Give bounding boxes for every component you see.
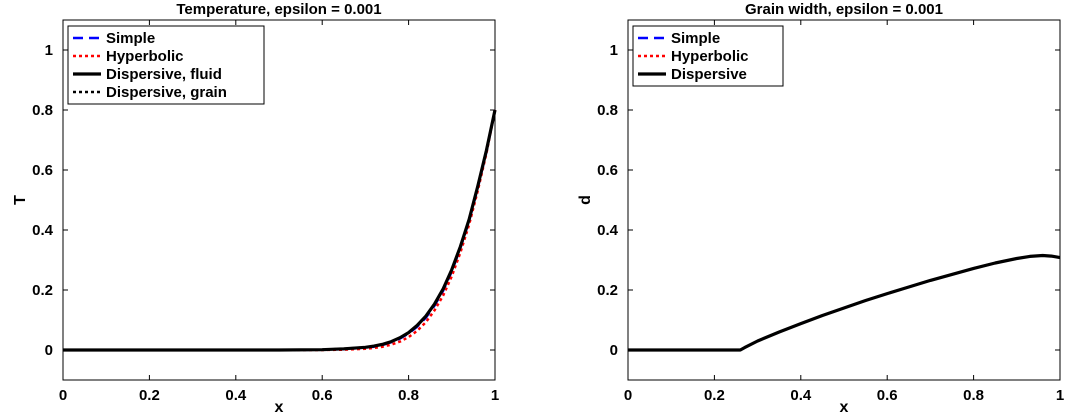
x-tick-label: 0.2 bbox=[704, 387, 725, 404]
x-tick-label: 0.8 bbox=[963, 387, 984, 404]
y-tick-label: 0.8 bbox=[597, 102, 618, 119]
chart-title: Grain width, epsilon = 0.001 bbox=[745, 1, 943, 18]
chart-panel-2: Grain width, epsilon = 0.001 0 0.2 0.4 0.6 0.… bbox=[577, 1, 1064, 413]
legend-label: Simple bbox=[106, 30, 155, 47]
x-axis-label: x bbox=[840, 399, 849, 413]
series-line-2 bbox=[628, 254, 1061, 352]
x-tick-label: 1 bbox=[1056, 387, 1064, 404]
y-tick-label: 1 bbox=[610, 42, 618, 59]
y-tick-label: 0.4 bbox=[32, 222, 54, 239]
x-tick-label: 1 bbox=[491, 387, 499, 404]
plot-area-frame bbox=[627, 19, 1061, 381]
y-tick-label: 0 bbox=[610, 342, 618, 359]
y-tick-label: 0.8 bbox=[32, 102, 53, 119]
y-tick-label: 0.2 bbox=[32, 282, 53, 299]
legend-label: Dispersive bbox=[671, 66, 747, 83]
series-line-2 bbox=[63, 109, 497, 352]
x-tick-label: 0 bbox=[624, 387, 632, 404]
x-axis-label: x bbox=[275, 399, 284, 413]
x-tick-label: 0.6 bbox=[312, 387, 333, 404]
legend-label: Hyperbolic bbox=[106, 48, 184, 65]
legend-label: Hyperbolic bbox=[671, 48, 749, 65]
legend-label: Dispersive, fluid bbox=[106, 66, 222, 83]
legend-label: Dispersive, grain bbox=[106, 84, 227, 101]
y-tick-label: 1 bbox=[45, 42, 53, 59]
series-line-3 bbox=[63, 109, 497, 352]
y-tick-label: 0.2 bbox=[597, 282, 618, 299]
series-line-1 bbox=[628, 254, 1061, 352]
y-tick-label: 0.4 bbox=[597, 222, 619, 239]
y-tick-label: 0 bbox=[45, 342, 53, 359]
x-tick-label: 0.6 bbox=[877, 387, 898, 404]
legend-label: Simple bbox=[671, 30, 720, 47]
y-axis-label: T bbox=[12, 195, 29, 205]
x-tick-label: 0.4 bbox=[225, 387, 247, 404]
y-axis-label: d bbox=[577, 195, 594, 205]
plot-area-frame bbox=[62, 19, 496, 381]
chart-panel-1: Temperature, epsilon = 0.001 0 0.2 0.4 0.6 0.… bbox=[12, 1, 499, 413]
chart-title: Temperature, epsilon = 0.001 bbox=[176, 1, 381, 18]
x-tick-label: 0.4 bbox=[790, 387, 812, 404]
x-tick-label: 0.8 bbox=[398, 387, 419, 404]
x-tick-label: 0.2 bbox=[139, 387, 160, 404]
series-line-1 bbox=[63, 109, 497, 352]
y-tick-label: 0.6 bbox=[32, 162, 53, 179]
legend-box bbox=[67, 25, 265, 105]
series-line-4 bbox=[63, 109, 497, 352]
y-tick-label: 0.6 bbox=[597, 162, 618, 179]
x-tick-label: 0 bbox=[59, 387, 67, 404]
series-line-3 bbox=[628, 253, 1061, 352]
